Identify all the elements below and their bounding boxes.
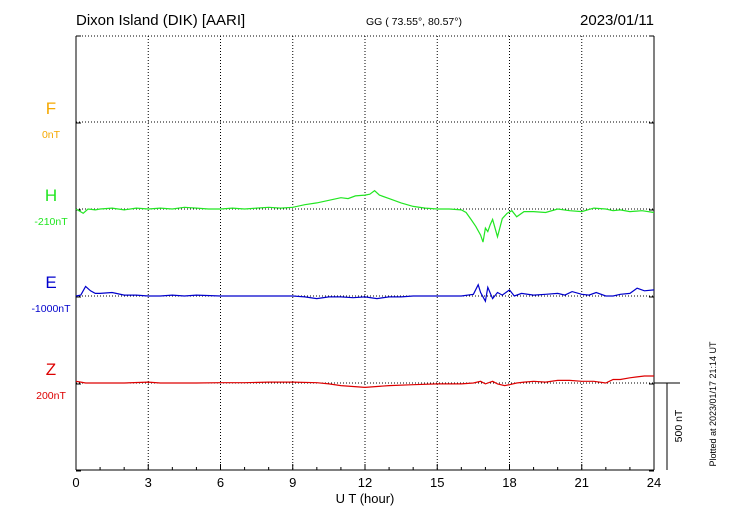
series-line-h — [75, 189, 655, 243]
series-line-e — [75, 283, 655, 303]
x-tick-label: 21 — [575, 475, 589, 490]
series-name-f: F — [46, 99, 56, 118]
series-name-h: H — [45, 186, 57, 205]
x-axis-ticks: 0 3 6 9 12 15 18 21 24 — [72, 475, 661, 490]
x-tick-label: 0 — [72, 475, 79, 490]
x-tick-label: 6 — [217, 475, 224, 490]
x-tick-label: 9 — [289, 475, 296, 490]
series-labels: F 0nT H -210nT E -1000nT Z 200nT — [31, 99, 71, 402]
series-lines — [75, 189, 655, 389]
x-tick-label: 12 — [358, 475, 372, 490]
station-title: Dixon Island (DIK) [AARI] — [76, 12, 245, 29]
date-label: 2023/01/11 — [580, 12, 654, 29]
scale-bar-label: 500 nT — [673, 409, 685, 442]
x-tick-label: 15 — [430, 475, 444, 490]
plot-frame — [75, 35, 655, 472]
scale-bar: 500 nT — [654, 382, 685, 470]
series-name-z: Z — [46, 360, 56, 379]
series-baseline-f: 0nT — [42, 129, 61, 141]
x-tick-label: 3 — [145, 475, 152, 490]
series-name-e: E — [45, 273, 56, 292]
series-baseline-e: -1000nT — [31, 303, 71, 315]
series-line-z — [75, 375, 654, 389]
series-baseline-h: -210nT — [34, 216, 68, 228]
x-tick-label: 24 — [647, 475, 661, 490]
x-axis-label: U T (hour) — [336, 491, 395, 506]
series-baseline-z: 200nT — [36, 390, 66, 402]
x-tick-label: 18 — [502, 475, 516, 490]
grid — [76, 35, 654, 470]
coordinates-label: GG ( 73.55°, 80.57°) — [366, 16, 462, 28]
plotted-timestamp: Plotted at 2023/01/17 21:14 UT — [708, 341, 718, 467]
